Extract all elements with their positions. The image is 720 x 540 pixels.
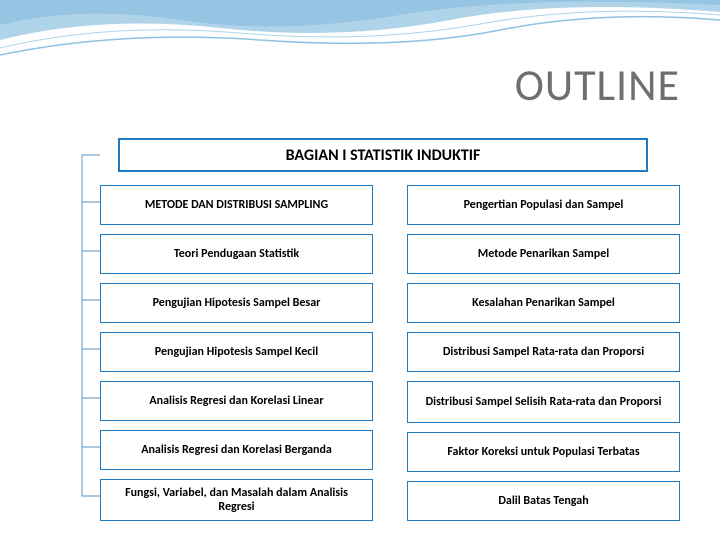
- left-box-2: Pengujian Hipotesis Sampel Besar: [100, 283, 373, 323]
- right-box-0: Pengertian Populasi dan Sampel: [407, 185, 680, 225]
- right-box-3: Distribusi Sampel Rata-rata dan Proporsi: [407, 332, 680, 372]
- left-box-3: Pengujian Hipotesis Sampel Kecil: [100, 332, 373, 372]
- right-box-2: Kesalahan Penarikan Sampel: [407, 283, 680, 323]
- left-box-0: METODE DAN DISTRIBUSI SAMPLING: [100, 185, 373, 225]
- left-column: METODE DAN DISTRIBUSI SAMPLING Teori Pen…: [100, 185, 373, 521]
- right-box-1: Metode Penarikan Sampel: [407, 234, 680, 274]
- section-header: BAGIAN I STATISTIK INDUKTIF: [118, 138, 648, 172]
- right-box-6: Dalil Batas Tengah: [407, 481, 680, 521]
- left-box-6: Fungsi, Variabel, dan Masalah dalam Anal…: [100, 479, 373, 521]
- right-box-4: Distribusi Sampel Selisih Rata-rata dan …: [407, 381, 680, 423]
- columns-container: METODE DAN DISTRIBUSI SAMPLING Teori Pen…: [100, 185, 680, 521]
- right-box-5: Faktor Koreksi untuk Populasi Terbatas: [407, 432, 680, 472]
- page-title: OUTLINE: [515, 58, 680, 112]
- left-box-1: Teori Pendugaan Statistik: [100, 234, 373, 274]
- left-box-4: Analisis Regresi dan Korelasi Linear: [100, 381, 373, 421]
- left-box-5: Analisis Regresi dan Korelasi Berganda: [100, 430, 373, 470]
- right-column: Pengertian Populasi dan Sampel Metode Pe…: [407, 185, 680, 521]
